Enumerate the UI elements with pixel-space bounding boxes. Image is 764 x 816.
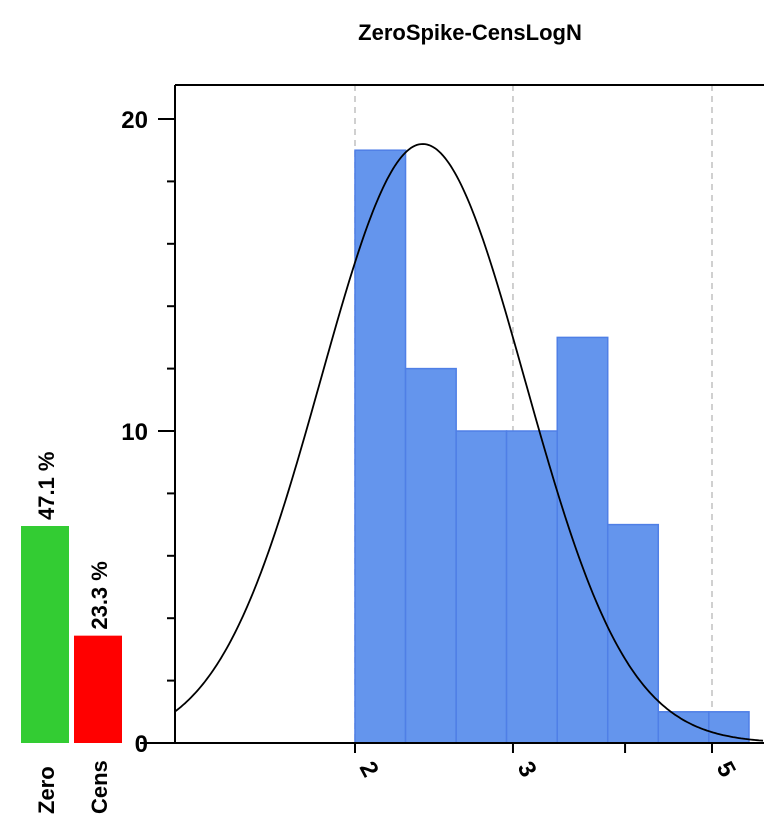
y-tick-label-0: 0 bbox=[135, 731, 148, 758]
spike-label-zero: Zero bbox=[34, 766, 59, 814]
spike-percent-zero: 47.1 % bbox=[34, 452, 59, 521]
histogram-bar-5 bbox=[606, 523, 660, 744]
spike-bar-zero bbox=[21, 526, 69, 743]
histogram-bar-2 bbox=[455, 430, 508, 744]
spike-bars: 47.1 % Zero 23.3 % Cens bbox=[21, 452, 122, 814]
histogram-bar-4 bbox=[556, 336, 609, 744]
histogram-bars bbox=[354, 149, 750, 744]
histogram-bar-0 bbox=[354, 149, 407, 744]
spike-label-cens: Cens bbox=[87, 760, 112, 814]
axes: 0 10 20 2 3 5 bbox=[121, 84, 764, 782]
x-tick-label-5: 5 bbox=[711, 757, 741, 781]
spike-percent-cens: 23.3 % bbox=[87, 561, 112, 630]
histogram-bar-3 bbox=[505, 430, 558, 744]
y-tick-label-10: 10 bbox=[121, 419, 148, 446]
y-tick-label-20: 20 bbox=[121, 107, 148, 134]
histogram-bar-6 bbox=[657, 711, 710, 744]
x-tick-label-3: 3 bbox=[512, 757, 542, 781]
histogram-bar-1 bbox=[404, 367, 457, 744]
spike-bar-cens bbox=[74, 635, 122, 743]
x-tick-label-2: 2 bbox=[354, 757, 384, 781]
chart-title: ZeroSpike-CensLogN bbox=[358, 20, 582, 45]
fitted-curve bbox=[174, 143, 764, 742]
